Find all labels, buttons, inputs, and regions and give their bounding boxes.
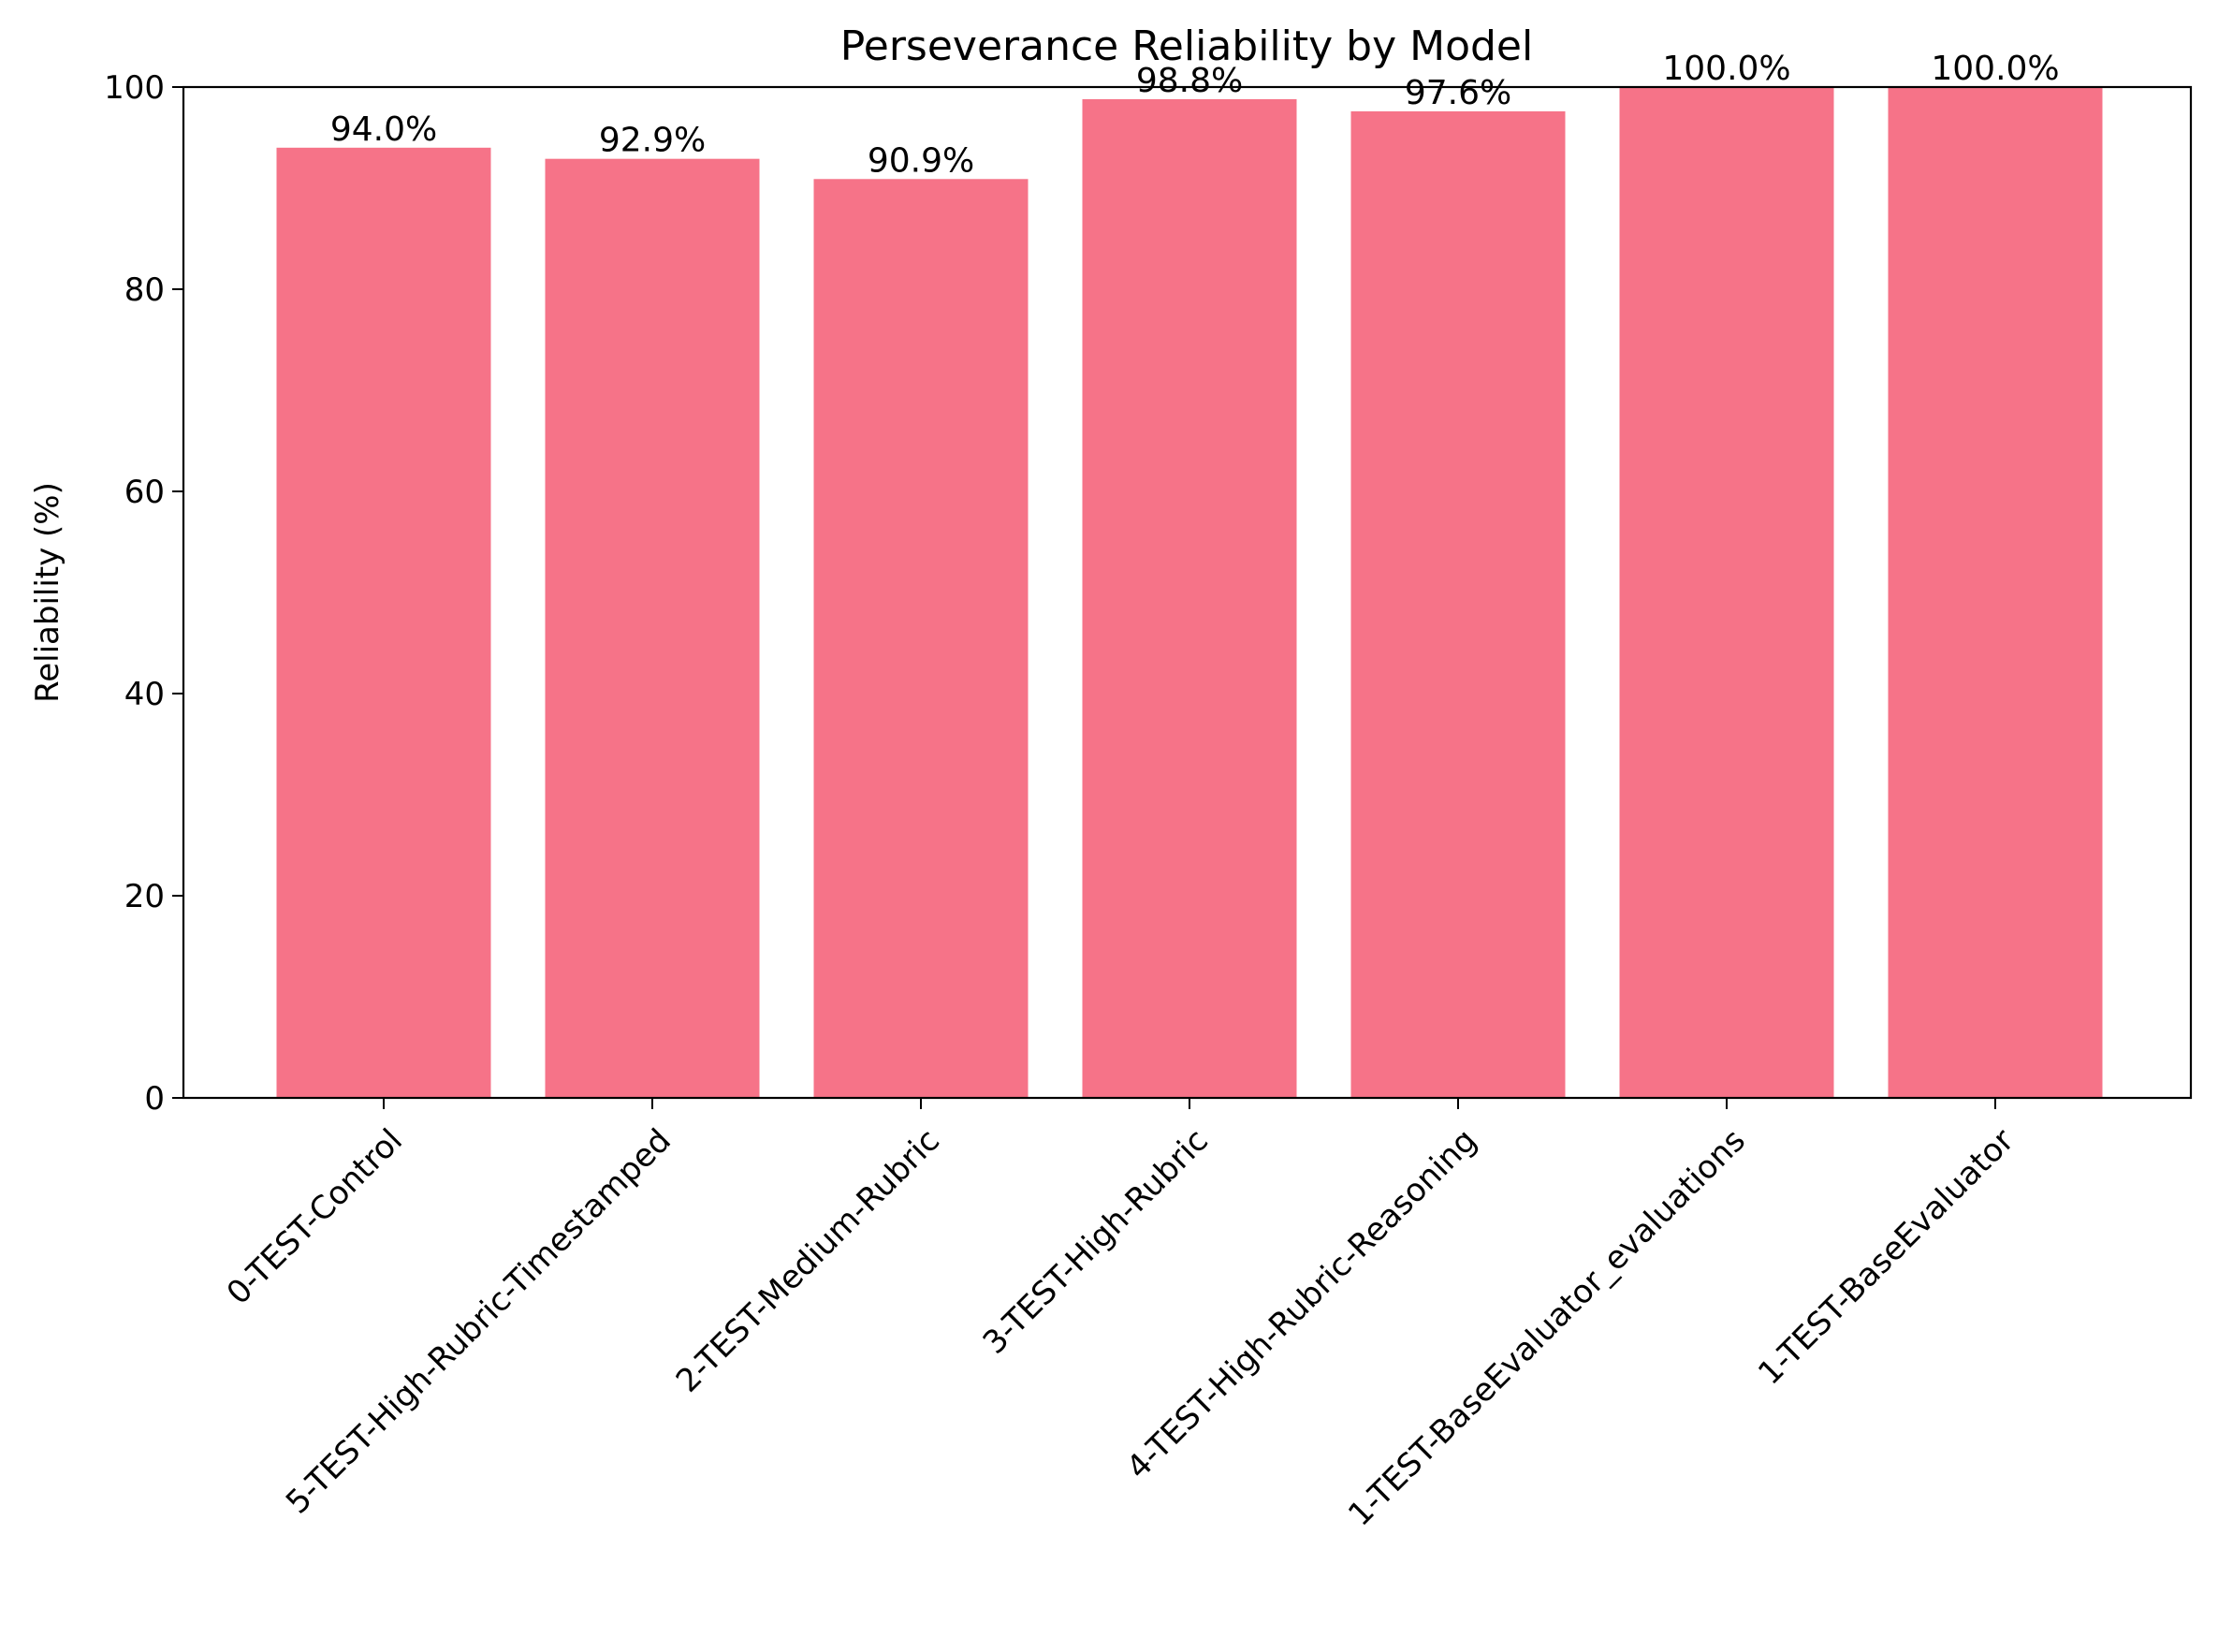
x-tick-label: 1-TEST-BaseEvaluator [1751, 1122, 2021, 1393]
data-label: 97.6% [1405, 74, 1511, 112]
data-label: 100.0% [1662, 50, 1790, 88]
y-tick-label: 100 [104, 69, 165, 107]
y-tick-label: 0 [144, 1080, 165, 1118]
data-label: 92.9% [599, 122, 706, 160]
bar [813, 179, 1029, 1098]
y-tick-label: 20 [124, 878, 165, 915]
bar [1888, 87, 2103, 1098]
chart-title: Perseverance Reliability by Model [840, 22, 1533, 70]
bar [1350, 110, 1566, 1098]
data-label: 90.9% [868, 141, 974, 180]
bar [1619, 87, 1834, 1098]
bar [1082, 98, 1297, 1099]
y-axis-label: Reliability (%) [29, 482, 66, 703]
y-axis: 0 20 40 60 80 100 [104, 69, 183, 1118]
y-tick-label: 80 [124, 271, 165, 309]
x-tick-label: 0-TEST-Control [220, 1122, 410, 1312]
x-tick-label: 2-TEST-Medium-Rubric [669, 1122, 947, 1400]
bars-layer [276, 87, 2103, 1099]
x-tick-label: 3-TEST-High-Rubric [976, 1122, 1216, 1362]
plot-frame [182, 85, 2193, 1100]
data-labels: 94.0% 92.9% 90.9% 98.8% 97.6% 100.0% 100.0% [330, 50, 2060, 180]
data-label: 94.0% [330, 110, 437, 149]
bar [545, 158, 760, 1098]
x-axis: 0-TEST-Control5-TEST-High-Rubric-Timesta… [220, 1098, 2021, 1533]
y-tick-label: 40 [124, 676, 165, 713]
y-tick-label: 60 [124, 474, 165, 511]
bar [276, 147, 491, 1099]
data-label: 100.0% [1931, 50, 2059, 88]
data-label: 98.8% [1136, 62, 1243, 100]
